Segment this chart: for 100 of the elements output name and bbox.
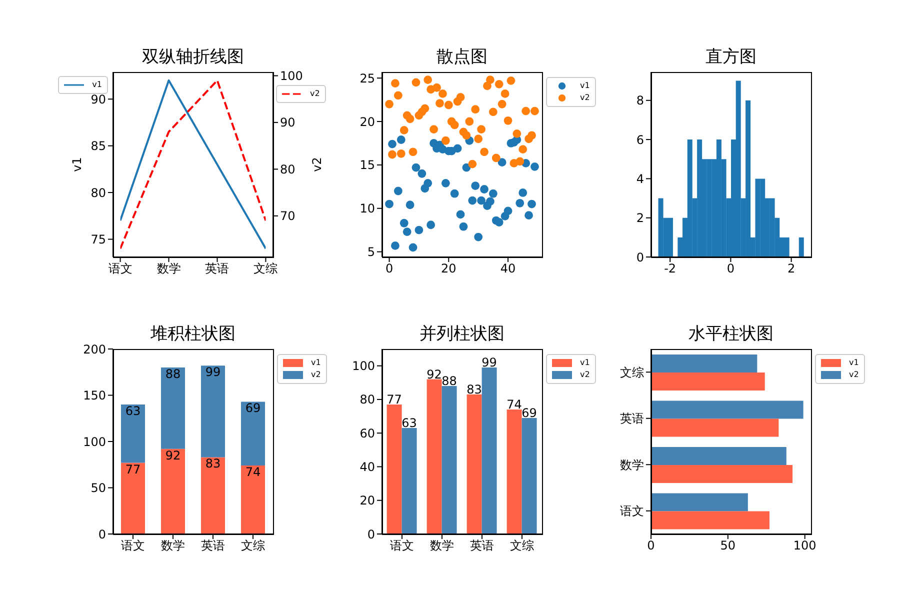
chart-title: 散点图 [436,47,488,67]
point [412,78,420,87]
point [426,220,436,230]
x-tick-label: 数学 [430,538,454,553]
data-label: 77 [125,462,141,476]
point [438,90,447,98]
point [530,106,539,116]
bar [386,404,402,534]
point [394,91,402,100]
y-tick-label: 80 [90,186,106,200]
y-tick-label: 80 [360,392,375,407]
y-axis-title: v1 [70,157,84,172]
point [391,79,400,88]
x-tick-label: 语文 [390,538,414,553]
point [408,148,418,156]
point [424,178,432,188]
legend-label: v2 [580,369,590,381]
data-label: 92 [426,367,442,382]
data-label: 99 [205,365,221,380]
point [480,148,488,156]
x-tick-label: 文综 [254,262,278,276]
bar [466,394,482,534]
point [504,206,512,216]
x-tick-label: 文综 [241,538,265,553]
x-tick-label: -2 [664,262,676,276]
y-tick-label: 85 [90,139,106,154]
bar [201,366,225,458]
chart-title: 直方图 [706,47,756,67]
x-tick-label: 50 [720,538,736,553]
data-label: 74 [506,398,522,412]
point [471,105,480,114]
point [406,200,414,210]
data-label: 69 [522,406,537,420]
point [432,83,441,92]
y-tick-label: 0 [636,250,644,264]
data-label: 63 [125,404,141,418]
point [450,189,459,198]
point [462,131,471,140]
point [424,76,432,84]
point [494,80,504,88]
x-tick-label: 文综 [510,538,534,553]
bar [201,457,225,534]
point [500,90,510,98]
x-tick-label: 100 [793,538,816,553]
y-tick-label: 75 [90,232,106,247]
point [420,104,430,113]
y-tick-label: 10 [360,202,375,216]
point [456,92,465,102]
legend-label: v2 [310,88,320,100]
point [400,218,408,228]
bar [426,379,442,534]
point [468,160,477,168]
y-tick-label: 数学 [620,458,644,472]
y-tick-label: 25 [360,71,375,86]
x-tick-label: 20 [441,262,456,276]
legend-label: v2 [311,369,321,381]
point [465,117,474,126]
x-tick-label: 英语 [205,262,230,276]
point [388,150,396,159]
point [477,196,486,205]
point [488,189,498,198]
bar [651,447,786,466]
y2-axis-title: v2 [310,157,324,172]
data-label: 88 [165,367,181,382]
chart-title: 并列柱状图 [420,324,504,344]
data-label: 63 [402,416,417,430]
point [530,162,539,171]
point [528,200,536,208]
y2-tick-label: 90 [280,116,296,130]
legend-label: v2 [849,369,859,381]
data-label: 69 [245,401,261,416]
bar [651,465,793,484]
x-tick-label: 40 [500,262,516,276]
point [486,197,494,206]
y-tick-label: 40 [360,460,375,474]
data-label: 74 [245,465,261,480]
point [396,136,406,144]
point [516,198,524,208]
point [504,116,512,125]
y2-tick-label: 80 [280,162,296,176]
y-tick-label: 15 [360,158,375,172]
legend-label: v2 [580,92,590,104]
line-series [120,79,266,250]
y-tick-label: 0 [98,527,106,542]
x-tick-label: 英语 [470,538,494,553]
point [406,114,414,124]
point [516,157,524,166]
point [459,222,468,231]
x-tick-label: 语文 [121,538,145,553]
point [444,100,453,110]
y-tick-label: 英语 [620,412,644,426]
point [414,226,424,234]
point [512,129,522,138]
x-tick-label: 数学 [156,262,181,276]
y2-tick-label: 100 [280,68,303,83]
point [471,182,480,190]
data-label: 99 [482,356,497,370]
point [391,242,400,250]
x-tick-label: 0 [385,262,394,276]
point [492,154,500,162]
